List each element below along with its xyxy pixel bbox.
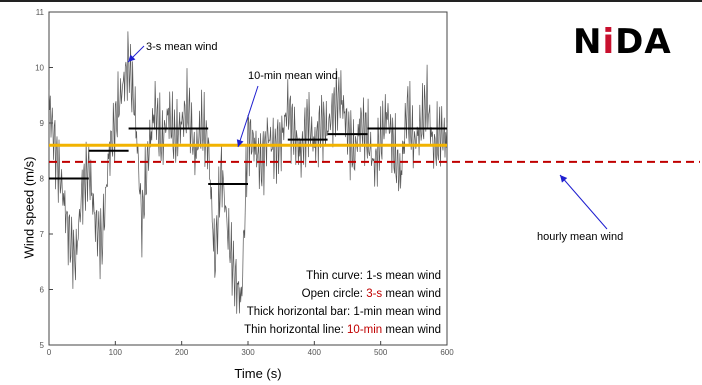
arrow-10min [237,85,259,148]
arrow-3s-head [128,54,136,62]
legend-line-4: Thin horizontal line: 10-min mean wind [244,324,441,336]
one-minute-bars [49,127,447,186]
x-tick-label: 600 [440,348,454,357]
top-rule [0,0,702,2]
annotations: 3-s mean wind 10-min mean wind hourly me… [127,41,623,243]
y-tick-label: 6 [40,286,45,295]
x-axis-label: Time (s) [234,366,282,381]
x-tick-label: 300 [241,348,255,357]
legend-line-2-prefix: Open circle: [302,288,367,300]
y-tick-label: 11 [36,8,45,17]
legend-line-4-suffix: mean wind [382,324,441,336]
nida-logo: NiDA [573,22,672,62]
arrow-10min-head [236,139,244,147]
y-tick-label: 8 [40,175,45,184]
reference-lines [49,143,700,163]
x-tick-label: 100 [109,348,123,357]
y-tick-label: 5 [40,341,45,350]
annotation-3s: 3-s mean wind [146,41,218,53]
legend-line-2: Open circle: 3-s mean wind [302,288,441,300]
x-tick-label: 0 [47,348,52,357]
x-tick-label: 500 [374,348,388,357]
legend-line-2-red: 3-s [366,288,382,300]
chart-axes: 0 100 200 300 400 500 600 5 6 7 8 9 10 11 [35,8,454,357]
annotation-10min: 10-min mean wind [248,70,338,82]
legend-line-3: Thick horizontal bar: 1-min mean wind [247,306,441,318]
y-tick-label: 9 [40,119,45,128]
legend-line-1: Thin curve: 1-s mean wind [306,270,441,282]
y-tick-label: 10 [35,64,44,73]
legend-line-2-suffix: mean wind [382,288,441,300]
legend-line-4-red: 10-min [347,324,382,336]
arrow-hourly-head [560,175,568,183]
x-tick-label: 400 [308,348,322,357]
x-tick-label: 200 [175,348,189,357]
chart-legend: Thin curve: 1-s mean wind Open circle: 3… [244,270,441,336]
arrow-hourly [559,174,608,230]
y-tick-label: 7 [40,230,45,239]
legend-line-4-prefix: Thin horizontal line: [244,324,347,336]
annotation-hourly: hourly mean wind [537,231,623,243]
y-axis-label: Wind speed (m/s) [21,156,37,259]
